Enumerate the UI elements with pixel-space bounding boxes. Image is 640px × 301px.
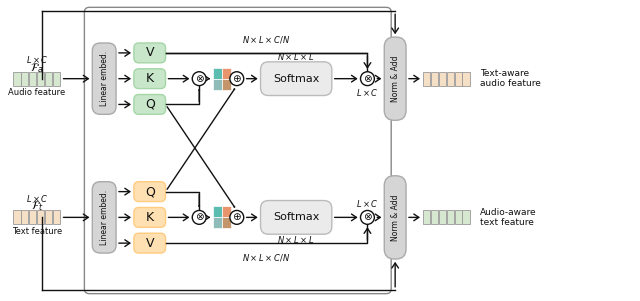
Circle shape: [192, 210, 206, 224]
Text: Text-aware: Text-aware: [480, 69, 529, 78]
Bar: [21, 210, 28, 224]
Bar: [423, 210, 430, 224]
Bar: [438, 210, 446, 224]
Bar: [213, 68, 222, 79]
Circle shape: [230, 72, 244, 85]
Bar: [213, 79, 222, 90]
Bar: [45, 210, 52, 224]
Text: ⊗: ⊗: [195, 213, 204, 222]
Bar: [213, 206, 222, 217]
Bar: [29, 210, 36, 224]
FancyBboxPatch shape: [134, 182, 166, 202]
Text: $N\times L\times C/N$: $N\times L\times C/N$: [243, 252, 291, 262]
Bar: [13, 210, 20, 224]
Circle shape: [360, 72, 374, 85]
Text: Text feature: Text feature: [12, 227, 62, 236]
Text: Softmax: Softmax: [273, 74, 319, 84]
Text: $N\times L\times L$: $N\times L\times L$: [277, 51, 315, 62]
Text: $L\times C$: $L\times C$: [356, 198, 379, 209]
Bar: [52, 210, 60, 224]
Text: ⊗: ⊗: [195, 74, 204, 84]
Bar: [222, 217, 231, 228]
Text: K: K: [146, 72, 154, 85]
Bar: [222, 68, 231, 79]
FancyBboxPatch shape: [260, 200, 332, 234]
Text: Audio-aware: Audio-aware: [480, 208, 537, 217]
Bar: [29, 72, 36, 85]
Text: V: V: [145, 237, 154, 250]
Text: Linear embed.: Linear embed.: [100, 51, 109, 106]
Circle shape: [230, 210, 244, 224]
Text: $\mathcal{F}_a$: $\mathcal{F}_a$: [30, 61, 44, 75]
Bar: [447, 72, 454, 85]
Text: $N\times L\times C/N$: $N\times L\times C/N$: [243, 33, 291, 45]
Bar: [438, 72, 446, 85]
Text: $\mathcal{F}_t$: $\mathcal{F}_t$: [31, 200, 44, 213]
FancyBboxPatch shape: [134, 233, 166, 253]
Circle shape: [360, 210, 374, 224]
Circle shape: [192, 72, 206, 85]
FancyBboxPatch shape: [92, 43, 116, 114]
FancyBboxPatch shape: [134, 43, 166, 63]
Bar: [447, 210, 454, 224]
FancyBboxPatch shape: [134, 207, 166, 227]
Text: Q: Q: [145, 185, 155, 198]
Text: Softmax: Softmax: [273, 213, 319, 222]
Text: audio feature: audio feature: [480, 79, 541, 88]
Text: Q: Q: [145, 98, 155, 111]
Text: $L\times C$: $L\times C$: [26, 193, 48, 204]
FancyBboxPatch shape: [384, 37, 406, 120]
Bar: [431, 72, 438, 85]
Text: $L\times C$: $L\times C$: [356, 87, 379, 98]
FancyBboxPatch shape: [134, 69, 166, 88]
Bar: [37, 210, 44, 224]
Bar: [463, 210, 470, 224]
Bar: [52, 72, 60, 85]
FancyBboxPatch shape: [134, 95, 166, 114]
Bar: [45, 72, 52, 85]
FancyBboxPatch shape: [384, 176, 406, 259]
Bar: [431, 210, 438, 224]
Text: Audio feature: Audio feature: [8, 88, 65, 97]
Text: Norm & Add: Norm & Add: [390, 194, 399, 240]
Text: ⊕: ⊕: [232, 213, 241, 222]
Bar: [222, 79, 231, 90]
Text: text feature: text feature: [480, 218, 534, 227]
Text: V: V: [145, 46, 154, 59]
Text: ⊕: ⊕: [232, 74, 241, 84]
Text: ⊗: ⊗: [363, 213, 372, 222]
Text: Linear embed.: Linear embed.: [100, 190, 109, 245]
Bar: [222, 206, 231, 217]
Text: K: K: [146, 211, 154, 224]
FancyBboxPatch shape: [92, 182, 116, 253]
Bar: [21, 72, 28, 85]
FancyBboxPatch shape: [260, 62, 332, 95]
Bar: [213, 217, 222, 228]
Bar: [454, 210, 462, 224]
Text: ⊗: ⊗: [363, 74, 372, 84]
Bar: [423, 72, 430, 85]
Text: Norm & Add: Norm & Add: [390, 55, 399, 102]
Text: $L\times C$: $L\times C$: [26, 54, 48, 65]
Bar: [37, 72, 44, 85]
Bar: [13, 72, 20, 85]
Bar: [454, 72, 462, 85]
Text: $N\times L\times L$: $N\times L\times L$: [277, 234, 315, 245]
Bar: [463, 72, 470, 85]
